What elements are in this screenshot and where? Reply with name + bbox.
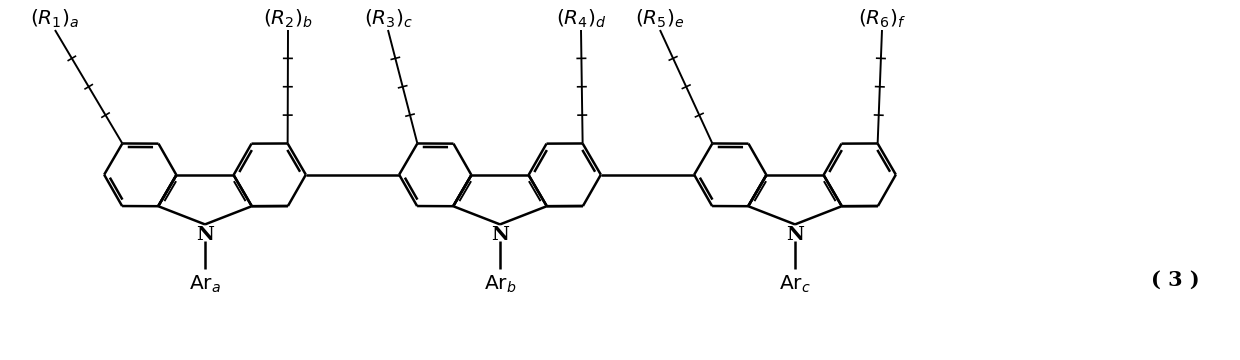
Text: $(R_{4})_d$: $(R_{4})_d$ bbox=[556, 8, 606, 30]
Text: $\mathrm{Ar}_a$: $\mathrm{Ar}_a$ bbox=[188, 273, 221, 295]
Text: $(R_{5})_e$: $(R_{5})_e$ bbox=[635, 8, 684, 30]
Text: N: N bbox=[786, 226, 804, 244]
Text: ( 3 ): ( 3 ) bbox=[1151, 270, 1199, 290]
Text: $(R_{1})_a$: $(R_{1})_a$ bbox=[31, 8, 79, 30]
Text: N: N bbox=[491, 226, 508, 244]
Text: $(R_{3})_c$: $(R_{3})_c$ bbox=[363, 8, 413, 30]
Text: $(R_{6})_f$: $(R_{6})_f$ bbox=[858, 8, 906, 30]
Text: $(R_{2})_b$: $(R_{2})_b$ bbox=[263, 8, 312, 30]
Text: $\mathrm{Ar}_b$: $\mathrm{Ar}_b$ bbox=[484, 273, 516, 295]
Text: N: N bbox=[196, 226, 215, 244]
Text: $\mathrm{Ar}_c$: $\mathrm{Ar}_c$ bbox=[779, 273, 811, 295]
